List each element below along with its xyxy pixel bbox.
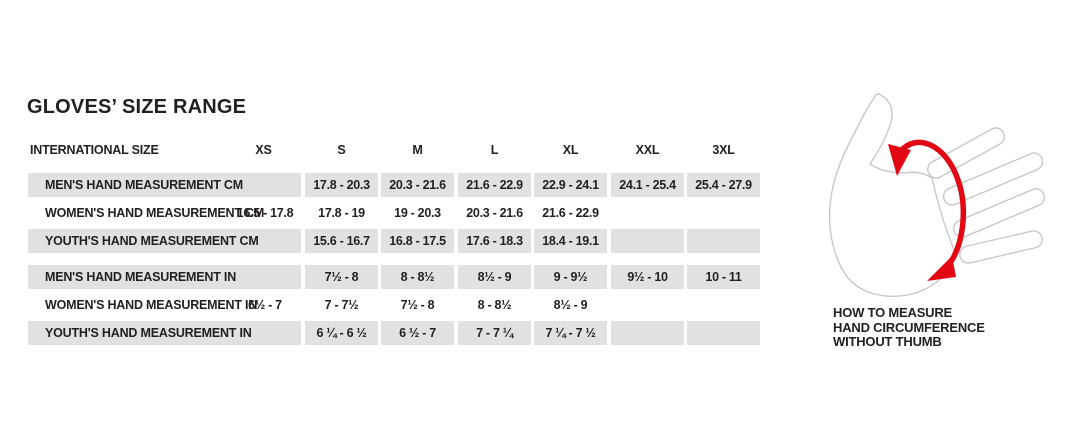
row-label: MEN'S HAND MEASUREMENT CM [45,178,243,192]
row-label-cell: MEN'S HAND MEASUREMENT IN [28,265,301,289]
table-cell: 7 - 7½ [324,298,359,312]
column-header-m: M [412,143,423,157]
table-cell: 24.1 - 25.4 [611,173,684,197]
pinky-finger [959,230,1043,264]
table-cell: 17.8 - 19 [318,206,365,220]
row-label: YOUTH'S HAND MEASUREMENT IN [45,326,252,340]
table-cell: 8 - 8½ [381,265,454,289]
row-label-cell: YOUTH'S HAND MEASUREMENT CM [28,229,301,253]
table-cell-empty [611,321,684,345]
table-cell: 9 - 9½ [534,265,607,289]
row-label-cell: YOUTH'S HAND MEASUREMENT IN [28,321,301,345]
row-label: WOMEN'S HAND MEASUREMENT CM [45,206,265,220]
row-label-cell: MEN'S HAND MEASUREMENT CM [28,173,301,197]
page-title: GLOVES’ SIZE RANGE [27,96,247,118]
column-header-3xl: 3XL [712,143,735,157]
caption-line-2: HAND CIRCUMFERENCE [833,319,985,335]
palm-thumb-outline [828,93,957,297]
table-cell: 19 - 20.3 [394,206,441,220]
table-cell: 21.6 - 22.9 [542,206,599,220]
table-cell: 25.4 - 27.9 [687,173,760,197]
table-row-mens-cm: MEN'S HAND MEASUREMENT CM 17.8 - 20.3 20… [0,173,780,197]
table-cell: 18.4 - 19.1 [534,229,607,253]
index-finger [927,127,1005,179]
column-header-s: S [337,143,346,157]
table-cell: 21.6 - 22.9 [458,173,531,197]
table-cell: 15.6 - 16.7 [305,229,378,253]
hand-measure-icon [828,93,1046,297]
table-cell-xs: 6½ - 7 [248,298,282,312]
table-cell: 6 ¼ - 6 ½ [305,321,378,345]
table-cell: 20.3 - 21.6 [466,206,523,220]
table-row-youths-in: YOUTH'S HAND MEASUREMENT IN 6 ¼ - 6 ½ 6 … [0,321,780,345]
middle-finger [942,152,1044,206]
table-cell: 8½ - 9 [458,265,531,289]
table-header-row: INTERNATIONAL SIZE XS S M L XL XXL 3XL [0,140,780,160]
table-cell: 20.3 - 21.6 [381,173,454,197]
table-cell: 8½ - 9 [553,298,588,312]
table-row-womens-cm: WOMEN'S HAND MEASUREMENT CM 16.5 - 17.8 … [0,201,780,225]
row-label-cell: WOMEN'S HAND MEASUREMENT CM [28,201,301,225]
column-header-l: L [490,143,499,157]
hand-illustration [818,80,1070,308]
international-size-label: INTERNATIONAL SIZE [30,143,159,157]
table-cell: 7½ - 8 [305,265,378,289]
table-row-womens-in: WOMEN'S HAND MEASUREMENT IN 6½ - 7 7 - 7… [0,293,780,317]
column-header-xxl: XXL [635,143,660,157]
table-cell: 7½ - 8 [400,298,435,312]
table-cell: 16.8 - 17.5 [381,229,454,253]
column-header-xs: XS [255,143,272,157]
table-cell: 8 - 8½ [477,298,512,312]
table-cell-empty [687,321,760,345]
caption-line-3: WITHOUT THUMB [833,334,942,349]
table-cell: 9½ - 10 [611,265,684,289]
measure-caption: HOW TO MEASURE HAND CIRCUMFERENCE WITHOU… [833,305,985,350]
row-label: WOMEN'S HAND MEASUREMENT IN [45,298,258,312]
table-cell: 10 - 11 [687,265,760,289]
table-cell-xs: 16.5 - 17.8 [236,206,294,220]
table-row-mens-in: MEN'S HAND MEASUREMENT IN 7½ - 8 8 - 8½ … [0,265,780,289]
measurement-arrow-icon [888,139,967,281]
column-header-xl: XL [562,143,579,157]
caption-line-1: HOW TO MEASURE [833,305,953,320]
table-cell-empty [687,229,760,253]
row-label: MEN'S HAND MEASUREMENT IN [45,270,237,284]
table-cell: 17.6 - 18.3 [458,229,531,253]
row-label-cell: WOMEN'S HAND MEASUREMENT IN [28,293,301,317]
table-cell: 7 ¼ - 7 ½ [534,321,607,345]
table-cell: 17.8 - 20.3 [305,173,378,197]
table-cell: 6 ½ - 7 [381,321,454,345]
row-label: YOUTH'S HAND MEASUREMENT CM [45,234,259,248]
table-cell: 22.9 - 24.1 [534,173,607,197]
ring-finger [952,188,1046,238]
table-cell: 7 - 7 ¼ [458,321,531,345]
table-row-youths-cm: YOUTH'S HAND MEASUREMENT CM 15.6 - 16.7 … [0,229,780,253]
table-cell-empty [611,229,684,253]
